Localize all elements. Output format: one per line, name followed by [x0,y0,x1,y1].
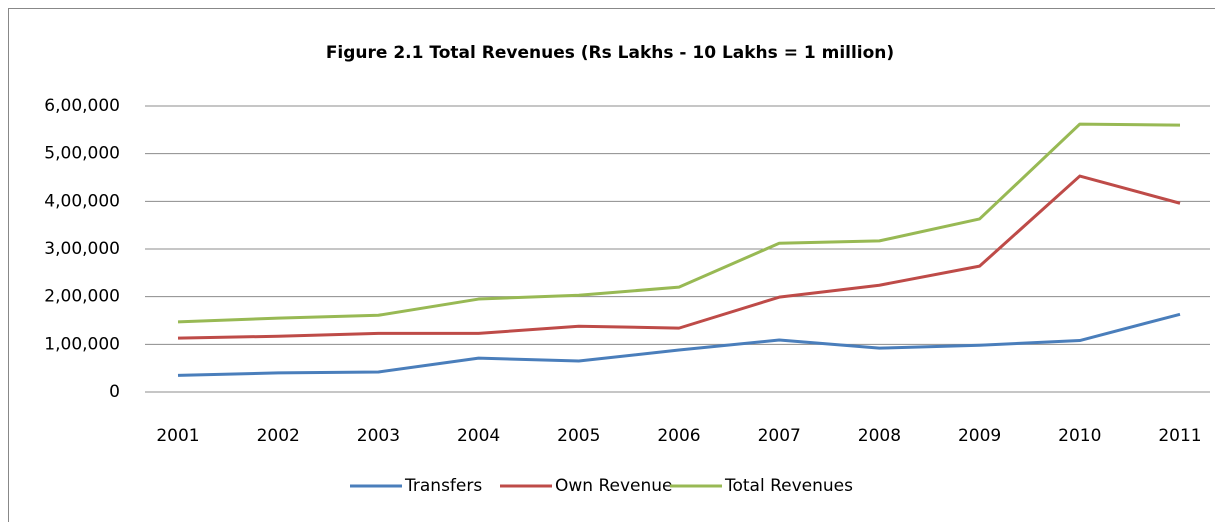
x-tick-label: 2011 [1158,426,1201,446]
x-tick-label: 2001 [156,426,199,446]
x-tick-label: 2007 [758,426,801,446]
chart-title: Figure 2.1 Total Revenues (Rs Lakhs - 10… [326,43,894,63]
data-line [177,312,1181,377]
x-tick-label: 2003 [357,426,400,446]
y-tick-label: 2,00,000 [44,287,120,307]
y-tick-label: 0 [109,382,120,402]
legend-label: Total Revenues [724,476,853,496]
y-tick-label: 3,00,000 [44,239,120,259]
x-tick-label: 2009 [958,426,1001,446]
y-tick-label: 1,00,000 [44,334,120,354]
chart-frame [8,8,1215,522]
x-tick-label: 2008 [858,426,901,446]
x-tick-label: 2005 [557,426,600,446]
x-tick-label: 2010 [1058,426,1101,446]
legend-label: Own Revenue [555,476,673,496]
x-tick-label: 2006 [657,426,700,446]
x-tick-label: 2002 [257,426,300,446]
y-tick-label: 4,00,000 [44,191,120,211]
data-line [177,174,1181,340]
legend-label: Transfers [404,476,482,496]
data-line [177,122,1181,324]
y-tick-label: 6,00,000 [44,96,120,116]
x-tick-label: 2004 [457,426,500,446]
y-tick-label: 5,00,000 [44,144,120,164]
